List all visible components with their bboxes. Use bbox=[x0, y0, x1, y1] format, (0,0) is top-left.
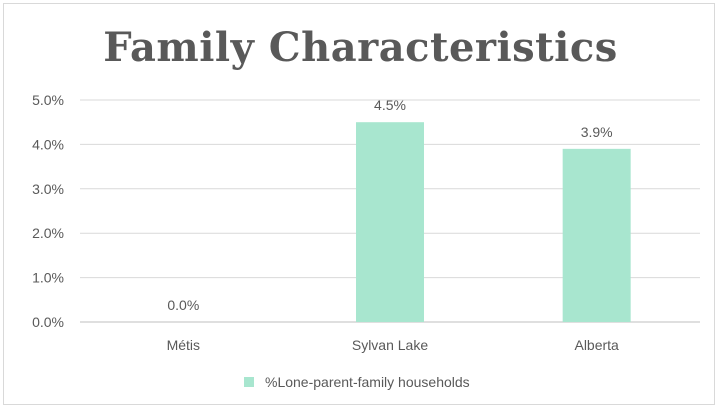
legend-label: %Lone-parent-family households bbox=[265, 374, 470, 390]
data-label: 4.5% bbox=[374, 97, 406, 113]
chart-title: Family Characteristics bbox=[103, 24, 618, 71]
category-label: Métis bbox=[167, 337, 200, 353]
y-tick-label: 0.0% bbox=[32, 314, 64, 330]
y-tick-label: 2.0% bbox=[32, 225, 64, 241]
data-labels: 0.0% 4.5% 3.9% bbox=[167, 97, 612, 313]
bar bbox=[562, 148, 631, 322]
category-label: Sylvan Lake bbox=[352, 337, 428, 353]
legend: %Lone-parent-family households bbox=[244, 374, 470, 390]
bars bbox=[356, 122, 631, 322]
y-axis-ticks: 0.0% 1.0% 2.0% 3.0% 4.0% 5.0% bbox=[32, 92, 64, 330]
y-tick-label: 1.0% bbox=[32, 270, 64, 286]
category-label: Alberta bbox=[574, 337, 619, 353]
data-label: 3.9% bbox=[581, 124, 613, 140]
y-tick-label: 5.0% bbox=[32, 92, 64, 108]
x-axis-labels: Métis Sylvan Lake Alberta bbox=[167, 337, 619, 353]
bar bbox=[356, 122, 424, 322]
data-label: 0.0% bbox=[167, 297, 199, 313]
y-tick-label: 4.0% bbox=[32, 136, 64, 152]
legend-swatch bbox=[244, 377, 254, 387]
y-tick-label: 3.0% bbox=[32, 181, 64, 197]
